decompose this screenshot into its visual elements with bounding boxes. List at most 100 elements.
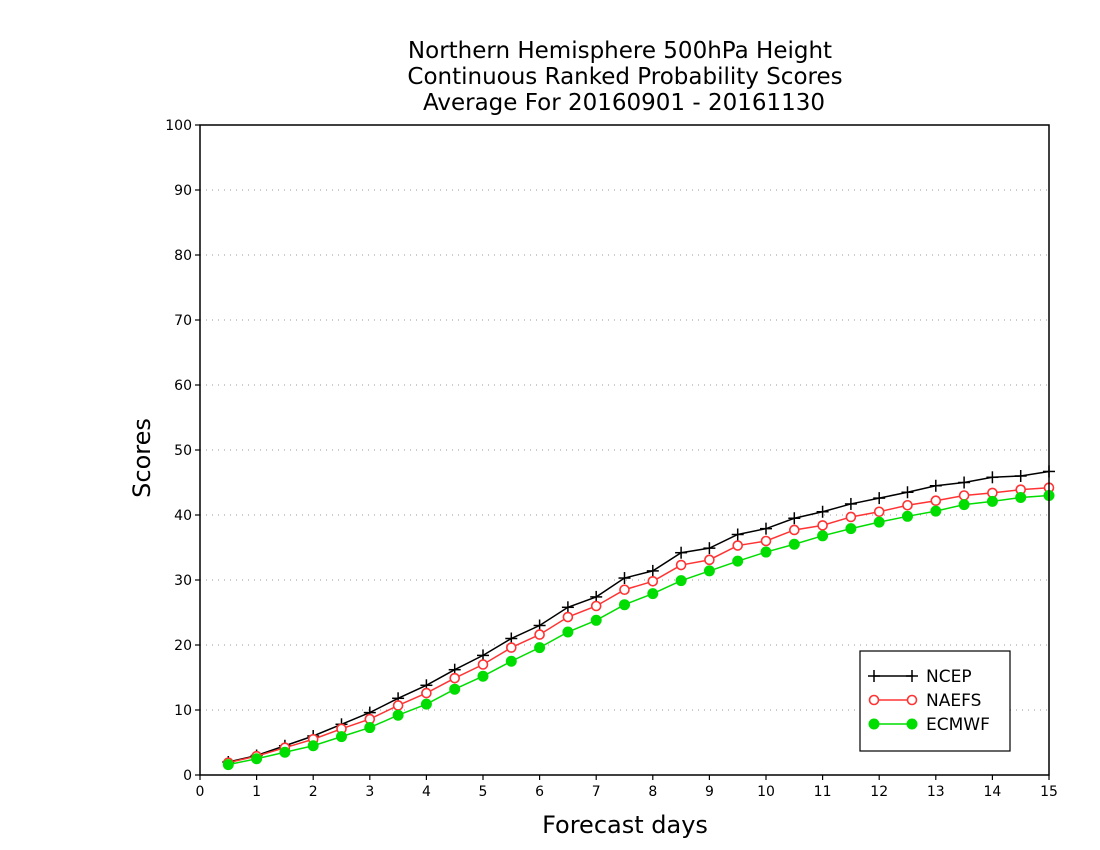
legend-entry-ecmwf: ECMWF <box>868 715 990 735</box>
data-point-naefs <box>958 490 970 501</box>
data-point-naefs <box>704 554 715 566</box>
data-point-ecmwf <box>732 555 744 567</box>
chart-title-line-3: Average For 20160901 - 20161130 <box>423 90 825 116</box>
data-point-naefs <box>647 575 659 587</box>
legend-label-naefs: NAEFS <box>926 691 981 711</box>
data-point-ncep <box>986 471 999 484</box>
data-point-ecmwf <box>251 753 263 765</box>
data-point-ecmwf <box>534 642 546 654</box>
y-tick-label: 70 <box>174 313 192 329</box>
y-tick-label: 60 <box>174 378 192 394</box>
data-point-ncep <box>873 492 886 505</box>
data-point-ecmwf <box>562 626 574 638</box>
data-point-ncep <box>731 528 744 541</box>
x-tick-label: 7 <box>592 784 601 800</box>
data-point-ncep <box>1014 470 1027 482</box>
x-tick-label: 4 <box>422 784 431 800</box>
data-point-ecmwf <box>703 565 715 577</box>
chart-title-line-2: Continuous Ranked Probability Scores <box>407 64 842 90</box>
data-point-ecmwf <box>958 499 970 511</box>
x-tick-label: 5 <box>479 784 488 800</box>
series-lines <box>222 465 1055 771</box>
data-point-ncep <box>675 546 688 559</box>
series-line-ncep <box>228 470 1050 763</box>
y-tick-label: 40 <box>174 508 192 524</box>
x-tick-label: 8 <box>648 784 657 800</box>
data-point-naefs <box>675 559 687 571</box>
data-point-ecmwf <box>307 740 319 752</box>
legend-marker-ncep <box>868 670 880 682</box>
legend-label-ecmwf: ECMWF <box>926 715 990 735</box>
data-point-ecmwf <box>788 538 800 550</box>
data-point-ecmwf <box>505 655 517 667</box>
legend-marker-ecmwf <box>906 718 918 730</box>
data-point-naefs <box>788 524 800 536</box>
data-point-ecmwf <box>845 523 857 535</box>
legend: NCEP NAEFS ECMWF <box>859 650 1011 752</box>
series-naefs <box>223 482 1055 768</box>
data-point-naefs <box>562 611 574 623</box>
x-tick-label: 3 <box>365 784 374 800</box>
x-tick-label: 15 <box>1040 784 1058 800</box>
data-point-ecmwf <box>647 588 659 600</box>
legend-box <box>859 650 1011 752</box>
data-point-naefs <box>392 700 404 711</box>
data-point-naefs <box>534 629 545 640</box>
data-point-ecmwf <box>930 505 942 517</box>
data-point-ecmwf <box>449 683 461 695</box>
x-tick-label: 6 <box>535 784 544 800</box>
data-point-ecmwf <box>817 530 829 542</box>
data-point-ecmwf <box>619 599 630 611</box>
data-point-ncep <box>760 522 772 535</box>
data-point-naefs <box>845 511 857 523</box>
y-tick-label: 100 <box>165 118 192 134</box>
y-tick-label: 30 <box>174 573 192 589</box>
data-point-ncep <box>646 564 659 577</box>
series-ecmwf <box>222 490 1055 771</box>
x-tick-label: 10 <box>757 784 775 800</box>
x-axis-label: Forecast days <box>542 811 708 839</box>
data-point-ecmwf <box>760 546 772 558</box>
data-point-ncep <box>901 486 914 499</box>
data-point-ecmwf <box>1015 491 1027 503</box>
legend-entry-ncep: NCEP <box>868 667 972 687</box>
legend-entry-naefs: NAEFS <box>868 691 981 711</box>
x-tick-label: 11 <box>814 784 832 800</box>
data-point-ecmwf <box>477 670 489 682</box>
data-point-ncep <box>703 542 716 555</box>
data-point-ecmwf <box>222 759 234 771</box>
data-point-ncep <box>844 497 857 510</box>
gridlines <box>200 189 1049 711</box>
y-tick-label: 90 <box>174 183 192 199</box>
legend-marker-ecmwf <box>868 718 880 730</box>
data-point-ncep <box>929 479 942 492</box>
x-axis-ticks: 0 1 2 3 4 5 6 7 8 9 10 11 12 13 14 15 <box>196 775 1058 800</box>
data-point-ecmwf <box>986 495 998 507</box>
data-point-naefs <box>817 520 828 531</box>
x-tick-label: 12 <box>870 784 888 800</box>
legend-marker-naefs <box>906 694 918 706</box>
data-point-ecmwf <box>675 575 687 587</box>
data-point-ecmwf <box>336 731 347 743</box>
x-tick-label: 1 <box>252 784 261 800</box>
legend-label-ncep: NCEP <box>926 667 972 687</box>
data-point-naefs <box>930 495 942 507</box>
data-point-ecmwf <box>279 746 291 758</box>
x-tick-label: 14 <box>983 784 1001 800</box>
y-tick-label: 80 <box>174 248 192 264</box>
x-tick-label: 9 <box>705 784 714 800</box>
data-point-naefs <box>477 659 489 670</box>
y-tick-label: 0 <box>183 768 192 784</box>
data-point-naefs <box>902 499 913 511</box>
data-point-ncep <box>618 572 631 585</box>
data-point-naefs <box>590 600 602 612</box>
data-point-ecmwf <box>590 614 602 626</box>
data-point-ncep <box>816 505 829 518</box>
data-point-ncep <box>561 601 574 614</box>
data-point-ncep <box>958 476 971 489</box>
y-tick-label: 10 <box>174 703 192 719</box>
data-point-ecmwf <box>420 698 432 710</box>
data-point-naefs <box>760 535 772 547</box>
data-point-naefs <box>732 540 744 551</box>
